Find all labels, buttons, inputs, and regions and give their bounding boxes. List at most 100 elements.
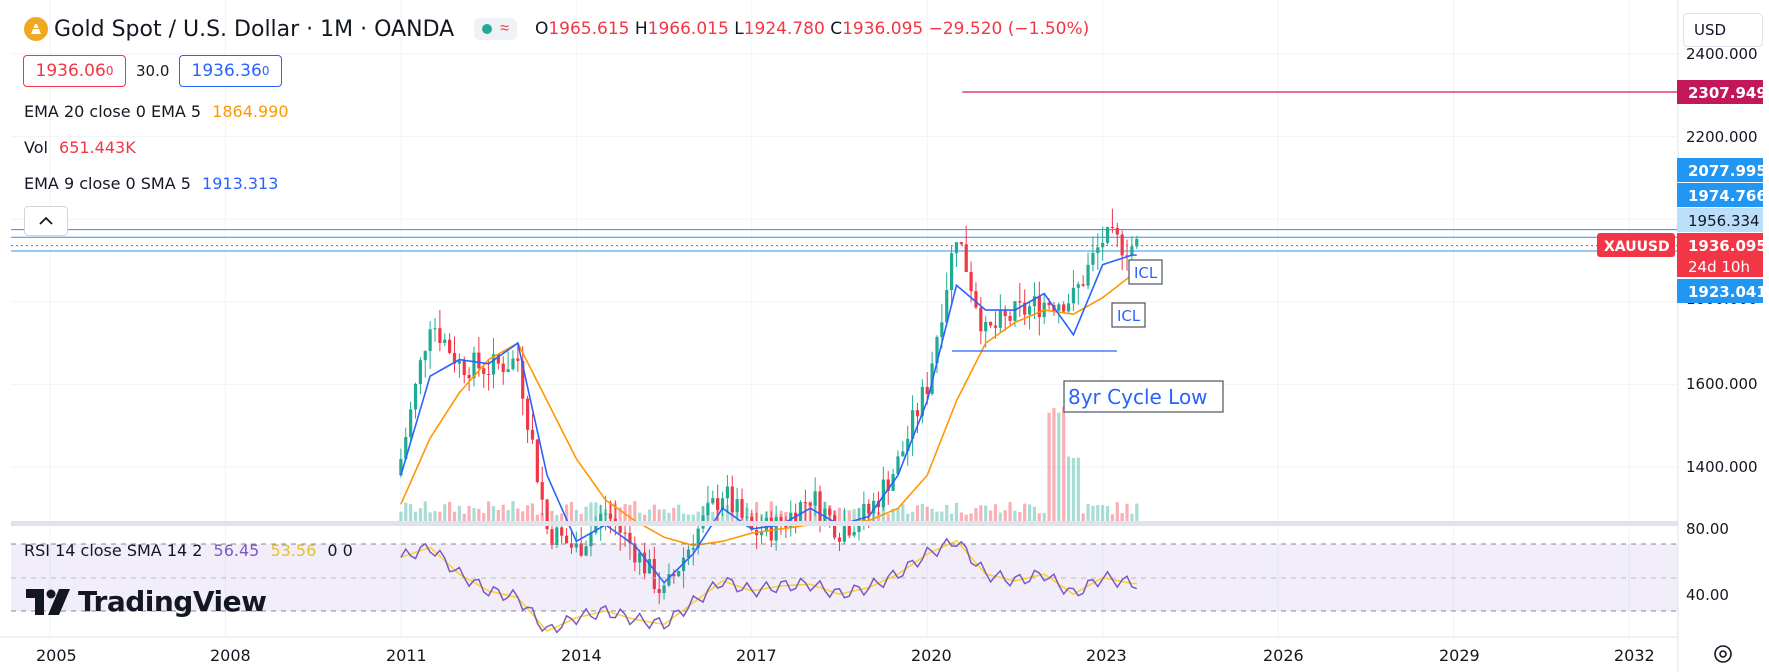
volume-bar [1125, 503, 1129, 521]
volume-bar [516, 508, 520, 521]
volume-bar [550, 510, 554, 521]
volume-bar [530, 503, 535, 521]
rsi-legend-value: 56.45 [213, 541, 260, 560]
rsi-extra-values: 0 0 [327, 541, 353, 560]
volume-legend[interactable]: Vol 651.443K [24, 138, 136, 157]
candle [1008, 311, 1012, 327]
buy-button[interactable]: 1936.36 0 [179, 55, 282, 87]
volume-bar [667, 512, 671, 521]
candle [1135, 235, 1139, 249]
volume-bar [521, 511, 525, 521]
candle [530, 413, 535, 444]
icl-annotation-1[interactable]: ICL [1128, 259, 1163, 285]
volume-bar [647, 509, 652, 521]
chart-settings-icon[interactable] [1714, 645, 1732, 663]
volume-bar [906, 513, 910, 521]
rsi-tick-40: 40.00 [1686, 586, 1729, 604]
volume-bar [1062, 406, 1066, 521]
candle [638, 549, 642, 576]
volume-bar [1135, 503, 1139, 521]
volume-bar [1071, 457, 1076, 521]
tradingview-logo-icon [26, 588, 70, 615]
rsi-legend[interactable]: RSI 14 close SMA 14 2 56.45 53.56 0 0 [24, 541, 353, 560]
volume-bar [881, 504, 885, 521]
volume-bar [755, 502, 759, 521]
currency-selector[interactable]: USD [1683, 13, 1763, 47]
cycle-low-annotation[interactable]: 8yr Cycle Low [1063, 380, 1224, 413]
candle [774, 505, 778, 551]
candle [730, 475, 734, 515]
volume-bar [1003, 510, 1007, 521]
candle [706, 485, 710, 523]
candle [725, 475, 730, 513]
volume-bar [467, 505, 471, 521]
candle [803, 489, 807, 521]
volume-bar [1037, 513, 1041, 521]
tradingview-logo[interactable]: TradingView [26, 585, 267, 618]
market-open-dot-icon [482, 24, 493, 34]
symbol-tag-bg [1597, 233, 1675, 257]
level-b-tag-bg [1677, 183, 1763, 207]
symbol-tag: XAUUSD [1604, 239, 1670, 255]
candle [837, 532, 842, 551]
candle [808, 502, 812, 522]
last-price-tag-bg [1677, 233, 1763, 277]
volume-bar [891, 508, 895, 521]
candle [521, 346, 525, 416]
pane-separator[interactable] [11, 521, 1678, 526]
open-value: 1965.615 [548, 19, 630, 39]
price-axis[interactable]: 2400.000 2200.000 1800.000 1600.000 1400… [1597, 45, 1767, 604]
candle [1091, 236, 1095, 272]
volume-bar [1081, 513, 1085, 521]
market-status-pill[interactable]: ≈ [474, 18, 517, 40]
candle [672, 569, 676, 584]
candle [667, 563, 671, 588]
ema9-legend-label: EMA 9 close 0 SMA 5 [24, 174, 191, 193]
candle [506, 351, 510, 373]
candle [1018, 282, 1022, 317]
candle [511, 350, 515, 371]
volume-bar [720, 512, 725, 521]
collapse-legend-button[interactable] [24, 206, 68, 236]
time-axis[interactable]: 2005 2008 2011 2014 2017 2020 2023 2026 … [36, 646, 1655, 665]
candle [720, 491, 725, 516]
level-c-tag: 1956.334 [1688, 212, 1760, 230]
volume-bar [1013, 510, 1017, 521]
volume-bar [1110, 514, 1115, 521]
volume-bar [496, 509, 500, 521]
ema9-legend-value: 1913.313 [202, 174, 279, 193]
ema9-legend[interactable]: EMA 9 close 0 SMA 5 1913.313 [24, 174, 278, 193]
volume-bar [535, 514, 539, 521]
candle [1071, 270, 1076, 311]
price-tick-2200: 2200.000 [1686, 128, 1758, 146]
candle [647, 549, 652, 575]
candle [998, 294, 1002, 333]
volume-bar [1115, 502, 1119, 521]
candle [949, 245, 954, 306]
volume-bar [642, 514, 647, 521]
candle [1105, 226, 1110, 245]
volume-legend-label: Vol [24, 138, 48, 157]
icl-annotation-2[interactable]: ICL [1111, 302, 1146, 328]
sell-button[interactable]: 1936.06 0 [23, 55, 126, 87]
ema20-legend[interactable]: EMA 20 close 0 EMA 5 1864.990 [24, 102, 289, 121]
volume-bar [925, 506, 929, 521]
candle [545, 498, 549, 535]
volume-bar [423, 501, 427, 521]
time-tick-2029: 2029 [1439, 646, 1480, 665]
volume-bar [511, 501, 515, 521]
volume-bar [935, 511, 939, 521]
candle [491, 338, 496, 389]
candle [443, 333, 447, 346]
gold-symbol-icon[interactable] [24, 17, 48, 41]
volume-bar [452, 511, 457, 521]
hline-price-tag: 2307.949 [1688, 84, 1767, 102]
candle [1081, 275, 1085, 287]
hline-price-tag-bg [1677, 80, 1763, 104]
level-c-tag-bg [1677, 208, 1763, 232]
symbol-title[interactable]: Gold Spot / U.S. Dollar · 1M · OANDA [54, 16, 455, 42]
candle [696, 523, 700, 555]
volume-bar [954, 502, 959, 521]
volume-bar [1066, 456, 1071, 521]
